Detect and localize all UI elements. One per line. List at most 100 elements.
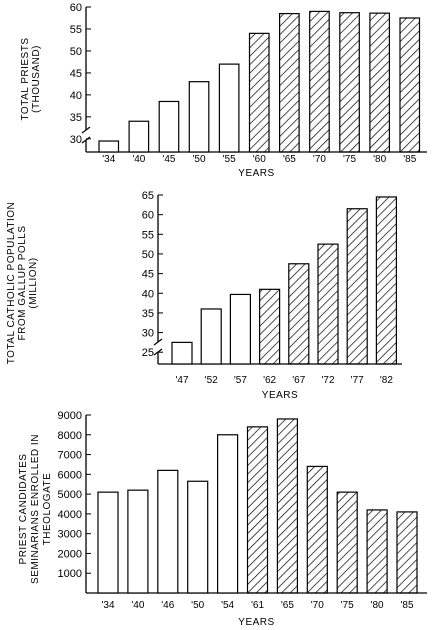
chart-priest-candidates: 1000 2000 3000 4000 5000 6000 7000 8000 9000 '34 '… <box>18 410 427 628</box>
bar <box>339 12 360 153</box>
bar <box>309 10 330 153</box>
y-tick-label: 40 <box>70 90 82 102</box>
y-tick-label: 3000 <box>58 529 82 541</box>
y-tick-label: 35 <box>70 112 82 124</box>
bar <box>259 288 281 365</box>
bar <box>317 243 339 365</box>
bar <box>375 196 397 365</box>
x-tick-label: '45 <box>162 154 175 165</box>
bar <box>200 308 222 365</box>
y-tick-label: 2000 <box>58 548 82 560</box>
x-tick-label: '34 <box>101 600 114 611</box>
x-tick-label: '40 <box>132 154 145 165</box>
y-tick-label: 40 <box>142 288 154 300</box>
x-tick-label: '85 <box>403 154 416 165</box>
x-tick-label: '65 <box>283 154 296 165</box>
chart-catholic-population: 25 30 35 40 45 50 55 60 65 '47 '52 '57 '62 '67 '72 '77 '… <box>6 190 402 401</box>
y-tick-label: 65 <box>142 190 154 202</box>
x-tick-label: '47 <box>175 375 188 386</box>
y-tick-label: 60 <box>70 2 82 14</box>
bar <box>396 511 418 594</box>
x-tick-label: '80 <box>373 154 386 165</box>
x-tick-label: '46 <box>161 600 174 611</box>
y-tick-label: 30 <box>70 134 82 146</box>
bar <box>248 32 270 153</box>
x-axis-title: YEARS <box>238 617 274 628</box>
bar <box>171 341 193 365</box>
bar <box>98 140 120 153</box>
x-tick-label: '62 <box>263 375 276 386</box>
x-tick-label: '54 <box>221 600 234 611</box>
bar <box>128 120 150 153</box>
bar <box>187 480 209 594</box>
x-tick-label: '34 <box>102 154 115 165</box>
y-axis-title: THEOLOGATE <box>42 473 53 546</box>
x-tick-label: '82 <box>380 375 393 386</box>
x-tick-label: '52 <box>205 375 218 386</box>
x-tick-label: '55 <box>223 154 236 165</box>
x-tick-label: '50 <box>191 600 204 611</box>
bar <box>336 491 358 594</box>
y-tick-label: 60 <box>142 210 154 222</box>
x-axis-title: YEARS <box>238 168 274 179</box>
x-tick-label: '70 <box>313 154 326 165</box>
x-tick-label: '72 <box>321 375 334 386</box>
x-tick-label: '50 <box>193 154 206 165</box>
bar <box>288 263 310 365</box>
bar <box>157 469 179 594</box>
x-tick-label: '67 <box>292 375 305 386</box>
y-tick-label: 1000 <box>58 568 82 580</box>
x-tick-label: '70 <box>311 600 324 611</box>
bar <box>158 100 180 153</box>
y-axis-title: (THOUSAND) <box>31 45 42 113</box>
y-tick-label: 50 <box>70 46 82 58</box>
x-tick-label: '75 <box>343 154 356 165</box>
y-tick-label: 25 <box>142 347 154 359</box>
x-tick-label: '65 <box>281 600 294 611</box>
bar <box>217 434 239 594</box>
bar <box>399 17 421 153</box>
y-tick-label: 50 <box>142 249 154 261</box>
bar <box>306 465 328 594</box>
y-axis-title: TOTAL CATHOLIC POPULATION <box>6 202 17 365</box>
y-tick-label: 7000 <box>58 450 82 462</box>
x-axis-title: YEARS <box>262 390 298 401</box>
x-tick-label: '40 <box>131 600 144 611</box>
y-tick-label: 55 <box>142 229 154 241</box>
axis-break-mark <box>81 136 91 144</box>
chart-total-priests: 30 35 40 45 50 55 60 '34 '40 '45 '50 '55 '60 '65 '70 '7… <box>20 2 427 179</box>
y-tick-label: 6000 <box>58 469 82 481</box>
x-tick-label: '75 <box>341 600 354 611</box>
x-tick-label: '60 <box>253 154 266 165</box>
y-tick-label: 35 <box>142 308 154 320</box>
y-tick-label: 9000 <box>58 410 82 422</box>
bar <box>127 489 149 594</box>
axis-break-mark <box>153 338 163 346</box>
x-tick-label: '57 <box>234 375 247 386</box>
y-axis-title: TOTAL PRIESTS <box>20 38 31 121</box>
bar <box>97 491 119 594</box>
x-tick-label: '80 <box>371 600 384 611</box>
axis-break-mark <box>81 126 91 134</box>
x-tick-label: '61 <box>251 600 264 611</box>
y-axis-title: (MILLION) <box>28 257 39 308</box>
y-tick-label: 45 <box>70 68 82 80</box>
bar <box>369 12 390 153</box>
x-tick-label: '85 <box>400 600 413 611</box>
y-tick-label: 5000 <box>58 489 82 501</box>
bar <box>366 509 388 594</box>
bar <box>188 81 210 153</box>
bar <box>276 418 298 594</box>
bar <box>279 12 300 153</box>
y-tick-label: 30 <box>142 328 154 340</box>
y-tick-label: 55 <box>70 24 82 36</box>
y-axis-title: SEMINARIANS ENROLLED IN <box>30 434 41 584</box>
bar <box>229 293 251 365</box>
bar <box>246 426 269 594</box>
y-tick-label: 45 <box>142 269 154 281</box>
bar <box>218 63 240 153</box>
bar <box>346 208 368 365</box>
y-tick-label: 8000 <box>58 430 82 442</box>
x-tick-label: '77 <box>351 375 364 386</box>
